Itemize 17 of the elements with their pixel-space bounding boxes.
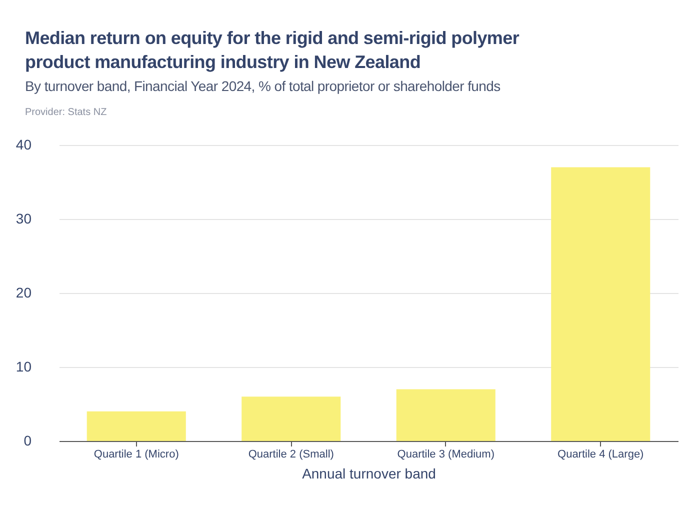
bar [242,396,341,441]
y-tick-label: 20 [16,284,32,300]
x-tick-label: Quartile 4 (Large) [558,448,644,460]
chart-subtitle: By turnover band, Financial Year 2024, % of total proprietor or shareholder funds [25,78,500,94]
bar [551,167,650,441]
bar [86,411,186,441]
text: Provider: Stats NZ [25,107,107,118]
x-axis-title: Annual turnover band [302,466,436,482]
x-tick-label: Quartile 3 (Medium) [397,448,494,460]
x-tick-label: Quartile 1 (Micro) [94,448,179,460]
y-tick-label: 40 [16,136,32,152]
x-tick-label: Quartile 2 (Small) [248,448,334,460]
chart-title: Median return on equity for the rigid and semi-rigid polymer product manufacturing industry in New Zealand [25,27,520,74]
y-tick-label: 30 [16,210,32,226]
y-tick-label: 10 [16,358,32,374]
bar [396,389,496,441]
y-tick-label: 0 [24,432,32,448]
